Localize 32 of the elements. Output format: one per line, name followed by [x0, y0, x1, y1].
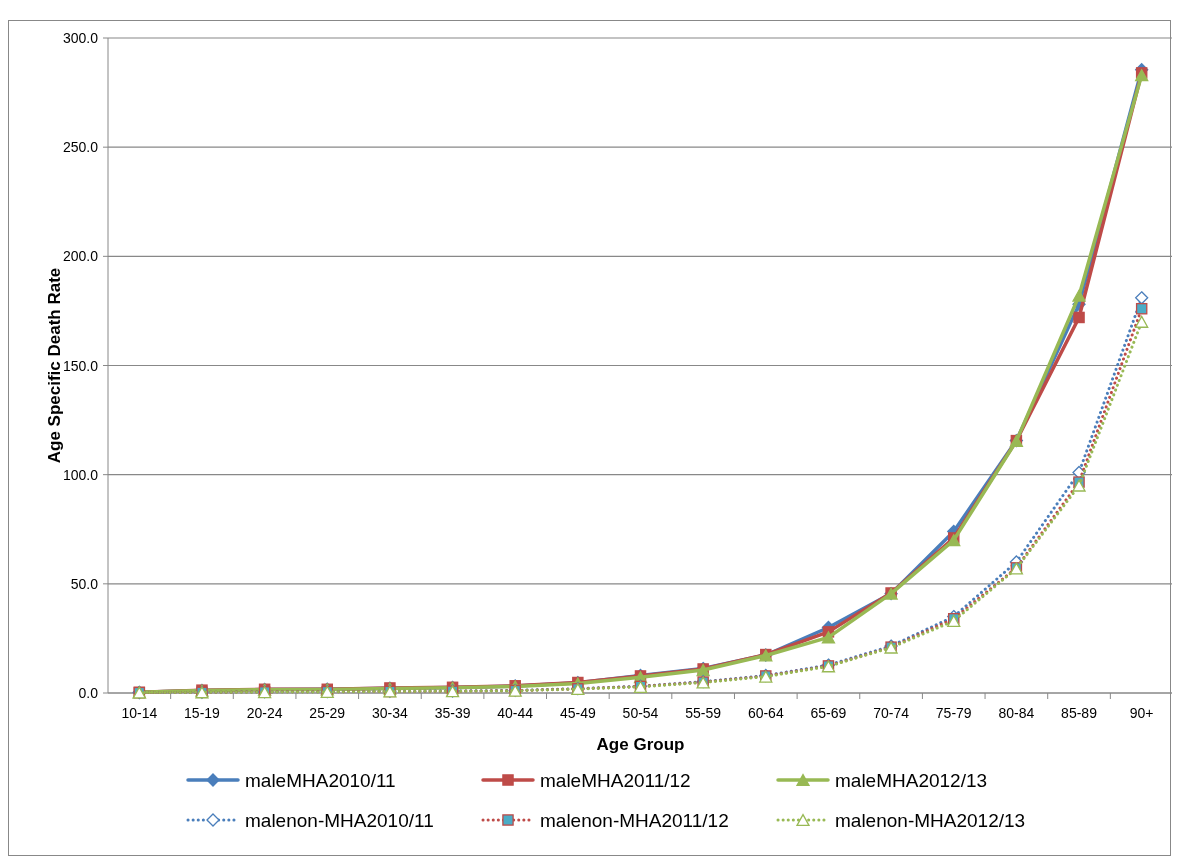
legend-label: maleMHA2011/12 — [540, 770, 691, 791]
x-tick-label: 25-29 — [309, 705, 346, 721]
x-tick-label: 20-24 — [246, 705, 283, 721]
x-tick-label: 75-79 — [935, 705, 972, 721]
legend-label: malenon-MHA2011/12 — [540, 810, 729, 831]
x-tick-label: 70-74 — [873, 705, 910, 721]
y-axis-title: Age Specific Death Rate — [45, 267, 64, 464]
x-tick-label: 40-44 — [497, 705, 534, 721]
y-tick-label: 50.0 — [70, 575, 99, 592]
x-tick-label: 85-89 — [1061, 705, 1098, 721]
legend-label: malenon-MHA2012/13 — [835, 810, 1026, 831]
x-tick-label: 90+ — [1129, 705, 1154, 721]
y-tick-label: 100.0 — [62, 466, 99, 483]
x-tick-label: 50-54 — [622, 705, 659, 721]
x-axis-title: Age Group — [596, 735, 685, 754]
x-tick-label: 35-39 — [434, 705, 471, 721]
x-tick-label: 80-84 — [998, 705, 1035, 721]
x-tick-label: 10-14 — [121, 705, 158, 721]
legend-label: maleMHA2012/13 — [835, 770, 988, 791]
x-tick-label: 65-69 — [810, 705, 847, 721]
y-tick-label: 200.0 — [62, 248, 99, 265]
x-tick-label: 45-49 — [559, 705, 596, 721]
x-tick-label: 55-59 — [685, 705, 722, 721]
y-tick-label: 300.0 — [62, 30, 99, 46]
y-tick-label: 0.0 — [78, 685, 99, 701]
x-tick-label: 60-64 — [747, 705, 784, 721]
y-tick-label: 250.0 — [62, 139, 99, 156]
x-tick-label: 30-34 — [372, 705, 409, 721]
x-tick-label: 15-19 — [184, 705, 221, 721]
legend-label: malenon-MHA2010/11 — [245, 810, 434, 831]
legend-label: maleMHA2010/11 — [245, 770, 396, 791]
y-tick-label: 150.0 — [62, 357, 99, 374]
